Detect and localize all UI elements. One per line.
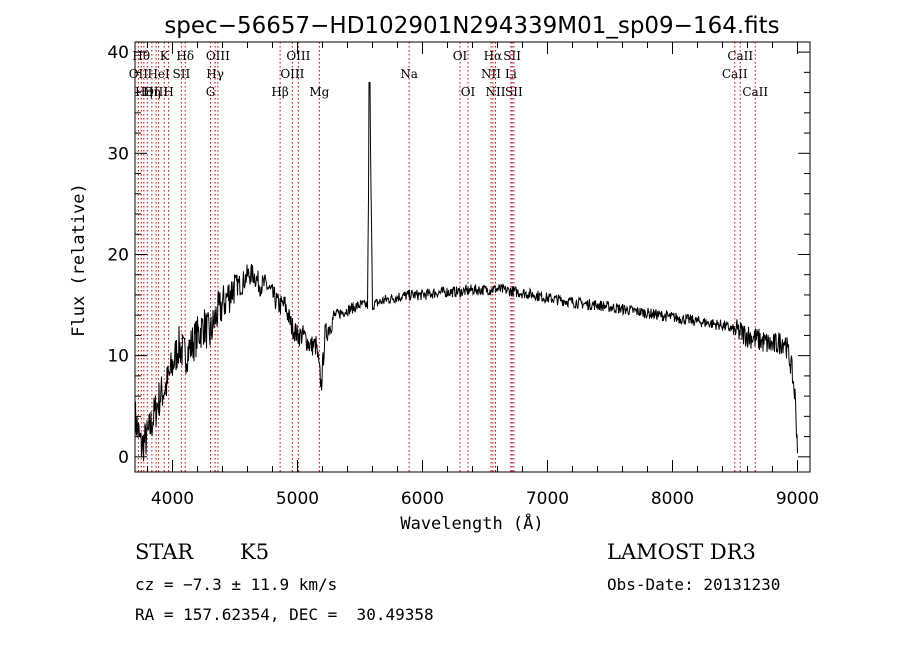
axis-ticks: 4000 5000 6000 7000 8000 9000 0 10 20 30 40 (107, 42, 819, 509)
spectral-line-label: OIII (206, 49, 230, 63)
spectral-line-label: Hα (484, 49, 503, 63)
object-class: STAR (135, 540, 194, 564)
object-subclass: K5 (240, 540, 270, 564)
chart-title: spec−56657−HD102901N294339M01_sp09−164.f… (164, 13, 779, 39)
x-tick-label: 5000 (276, 489, 319, 509)
spectrum-chart: spec−56657−HD102901N294339M01_sp09−164.f… (69, 13, 819, 534)
spectral-line-label: OIII (280, 67, 304, 81)
observation-date: Obs-Date: 20131230 (607, 575, 781, 594)
spectral-line-label: SII (503, 49, 521, 63)
x-tick-label: 4000 (151, 489, 194, 509)
survey-name: LAMOST DR3 (607, 540, 756, 564)
spectral-line-label: H (163, 85, 173, 99)
spectral-line-label: OIII (144, 85, 168, 99)
spectral-line-label: Hδ (176, 49, 194, 63)
x-axis-label: Wavelength (Å) (400, 512, 543, 534)
spectral-line-label: G (206, 85, 216, 99)
x-tick-label: 9000 (776, 489, 819, 509)
spectral-line-label: Na (400, 67, 418, 81)
y-tick-label: 30 (107, 144, 129, 164)
spectral-line-label: OI (453, 49, 468, 63)
y-tick-label: 20 (107, 245, 129, 265)
spectral-line-label: OI (461, 85, 476, 99)
y-tick-label: 0 (118, 448, 129, 468)
spectral-line-label: Mg (309, 85, 329, 99)
spectral-line-label: CaII (722, 67, 748, 81)
spectral-line-label: NII (486, 85, 506, 99)
spectral-lines: OIIHθHηHηOIIIHeIKHSIIHδGHγOIIIHβOIIIOIII… (129, 42, 768, 472)
spectral-line-label: NII (481, 67, 501, 81)
spectral-line-label: OIII (286, 49, 310, 63)
y-axis-label: Flux (relative) (69, 183, 89, 337)
x-tick-label: 8000 (651, 489, 694, 509)
spectral-line-label: OII (129, 67, 149, 81)
spectral-line-label: Li (505, 67, 517, 81)
plot-frame (134, 41, 811, 473)
spectral-line-label: SII (505, 85, 523, 99)
x-tick-label: 7000 (526, 489, 569, 509)
spectral-line-label: Hγ (206, 67, 224, 81)
spectral-line-label: CaII (727, 49, 753, 63)
spectral-line-label: K (160, 49, 170, 63)
x-tick-label: 6000 (401, 489, 444, 509)
y-tick-label: 10 (107, 347, 129, 367)
spectral-line-label: Hη (135, 85, 153, 99)
spectral-line-label: Hβ (271, 85, 288, 99)
y-tick-label: 40 (107, 43, 129, 63)
spectral-line-label: SII (173, 67, 191, 81)
spectrum-line (134, 82, 798, 462)
spectral-line-label: HeI (147, 67, 170, 81)
coordinates-readout: RA = 157.62354, DEC = 30.49358 (135, 605, 434, 624)
spectral-line-label: CaII (742, 85, 768, 99)
redshift-readout: cz = −7.3 ± 11.9 km/s (135, 575, 338, 594)
